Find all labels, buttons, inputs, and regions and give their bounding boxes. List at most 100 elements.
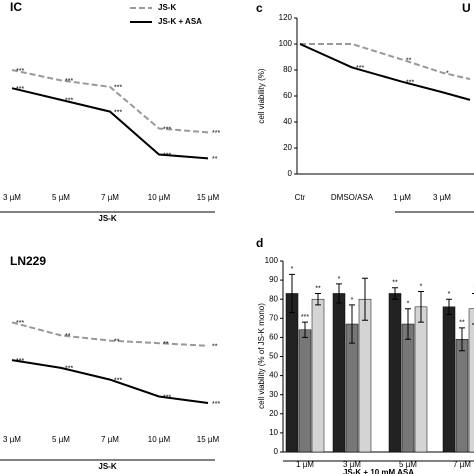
- significance-label: *: [338, 276, 341, 283]
- error-bar: [472, 292, 474, 325]
- x-tick-label: 3 µM: [343, 460, 361, 469]
- x-tick-label: Ctr: [295, 193, 306, 202]
- y-axis-label: cell viability (%): [257, 68, 266, 123]
- error-bar: [405, 308, 411, 340]
- y-tick-label: 80: [283, 65, 292, 74]
- error-bar: [302, 321, 308, 338]
- y-tick-label: 10: [269, 428, 278, 437]
- x-axis-label: JS-K: [98, 214, 116, 223]
- y-tick-label: 20: [283, 143, 292, 152]
- x-tick-label: 3 µM: [3, 435, 21, 444]
- significance-label: *: [448, 291, 451, 298]
- y-tick-label: 80: [269, 294, 278, 303]
- legend-label: JS-K + ASA: [158, 17, 202, 26]
- significance-label: **: [212, 344, 218, 351]
- chart-title: U: [462, 1, 471, 15]
- data-line: [11, 359, 209, 404]
- x-tick-label: 15 µM: [197, 435, 220, 444]
- x-tick-label: 5 µM: [52, 435, 70, 444]
- error-bar: [315, 292, 321, 306]
- y-tick-label: 0: [288, 169, 293, 178]
- data-line: [11, 69, 209, 134]
- significance-label: ***: [301, 314, 309, 321]
- significance-label: ***: [16, 86, 24, 93]
- significance-label: **: [406, 57, 412, 64]
- y-tick-label: 0: [274, 447, 279, 456]
- significance-label: ***: [406, 80, 414, 87]
- y-axis-label: cell viability (% of JS-K mono): [257, 303, 266, 409]
- y-tick-label: 60: [283, 91, 292, 100]
- y-tick-label: 100: [279, 39, 293, 48]
- x-tick-label: 7 µM: [101, 193, 119, 202]
- data-line: [11, 87, 209, 160]
- error-bar: [289, 273, 295, 314]
- x-axis-label: JS-K: [98, 462, 116, 471]
- x-tick-label: 5 µM: [399, 460, 417, 469]
- bar: [298, 329, 312, 453]
- error-bar: [459, 327, 465, 352]
- legend-label: JS-K: [158, 3, 176, 12]
- x-tick-label: 15 µM: [197, 193, 220, 202]
- error-bar: [336, 283, 342, 304]
- significance-label: *: [407, 301, 410, 308]
- error-bar: [446, 298, 452, 315]
- significance-label: ***: [114, 377, 122, 384]
- bar: [285, 293, 299, 453]
- y-tick-label: 70: [269, 313, 278, 322]
- bar: [401, 323, 415, 453]
- data-line: [11, 321, 209, 347]
- significance-label: **: [392, 280, 398, 287]
- x-tick-label: 7 µM: [101, 435, 119, 444]
- x-axis-label: JS-K + 10 mM ASA: [343, 468, 414, 474]
- significance-label: ***: [16, 68, 24, 75]
- y-tick-label: 40: [269, 371, 278, 380]
- x-tick-label: DMSO/ASA: [331, 193, 374, 202]
- significance-label: **: [114, 338, 120, 345]
- data-line: [299, 43, 471, 101]
- y-tick-label: 20: [269, 409, 278, 418]
- y-tick-label: 30: [269, 390, 278, 399]
- chart-title: IC: [10, 0, 22, 14]
- significance-label: *: [420, 283, 423, 290]
- bar: [388, 293, 402, 453]
- x-tick-label: 5 µM: [52, 193, 70, 202]
- significance-label: ***: [163, 152, 171, 159]
- x-tick-label: 10 µM: [148, 193, 171, 202]
- x-tick-label: 1 µM: [296, 460, 314, 469]
- y-tick-label: 120: [279, 13, 293, 22]
- significance-label: ***: [163, 394, 171, 401]
- significance-label: ***: [65, 98, 73, 105]
- y-tick-label: 90: [269, 275, 278, 284]
- bar: [332, 293, 346, 453]
- x-tick-label: 3 µM: [433, 193, 451, 202]
- x-tick-label: 7 µM: [453, 460, 471, 469]
- y-tick-label: 40: [283, 117, 292, 126]
- significance-label: ***: [65, 366, 73, 373]
- chart-title: LN229: [10, 254, 46, 268]
- error-bar: [362, 277, 368, 321]
- y-tick-label: 50: [269, 352, 278, 361]
- x-tick-label: 3 µM: [3, 193, 21, 202]
- significance-label: ***: [16, 358, 24, 365]
- significance-label: ***: [114, 109, 122, 116]
- x-tick-label: 10 µM: [148, 435, 171, 444]
- bar: [414, 306, 428, 453]
- significance-label: **: [212, 156, 218, 163]
- significance-label: ***: [65, 78, 73, 85]
- bar: [358, 298, 372, 453]
- error-bar: [418, 291, 424, 323]
- significance-label: **: [459, 320, 465, 327]
- significance-label: **: [65, 333, 71, 340]
- bar: [311, 298, 325, 453]
- significance-label: ***: [163, 126, 171, 133]
- bar: [468, 308, 474, 453]
- significance-label: **: [315, 285, 321, 292]
- significance-label: *: [291, 266, 294, 273]
- significance-label: *: [351, 297, 354, 304]
- panel-label: d: [256, 236, 263, 250]
- bar: [455, 339, 469, 453]
- significance-label: ***: [212, 130, 220, 137]
- bar: [442, 306, 456, 453]
- x-tick-label: 1 µM: [393, 193, 411, 202]
